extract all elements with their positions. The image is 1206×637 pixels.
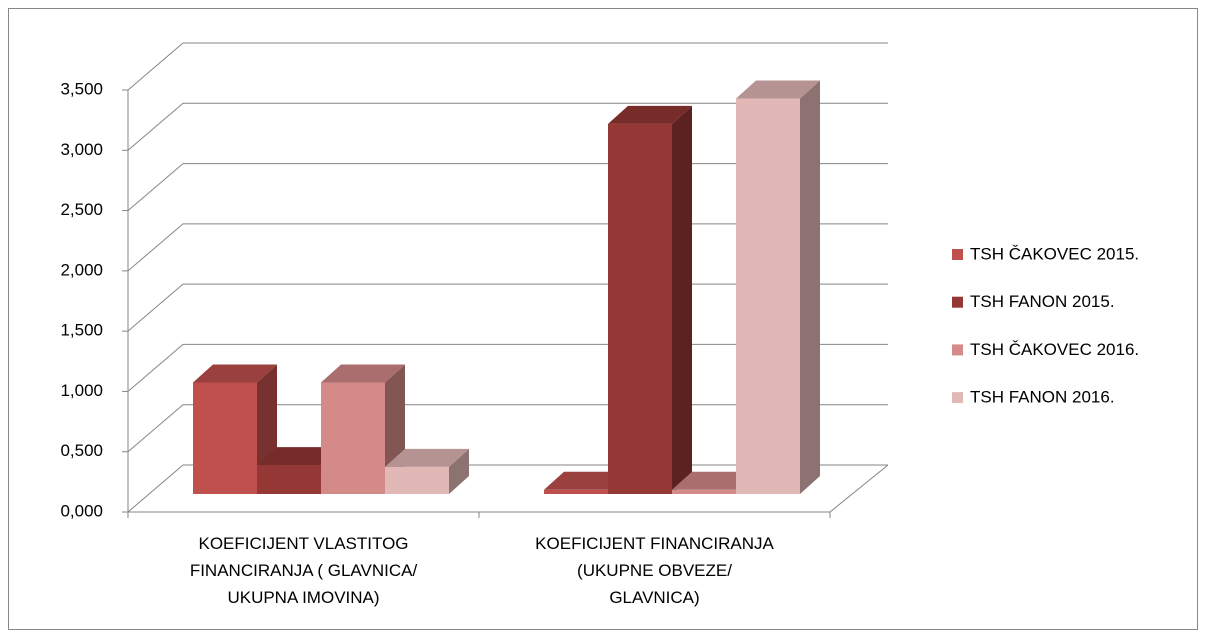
y-tick-label: 2,000 bbox=[60, 260, 103, 279]
chart-frame bbox=[8, 8, 1198, 630]
bar-top bbox=[608, 105, 692, 124]
grid-line bbox=[127, 42, 888, 91]
y-tick-label: 0,000 bbox=[60, 501, 103, 520]
y-tick-label: 3,000 bbox=[60, 140, 103, 159]
bar bbox=[321, 382, 385, 494]
grid-line bbox=[127, 102, 888, 151]
y-tick-label: 1,500 bbox=[60, 321, 103, 340]
bar bbox=[385, 466, 449, 494]
legend-swatch bbox=[952, 296, 963, 308]
x-tick-label: KOEFICIJENT FINANCIRANJA (UKUPNE OBVEZE/… bbox=[535, 534, 774, 607]
y-tick-label: 0,500 bbox=[60, 441, 103, 460]
y-tick-label: 3,500 bbox=[60, 79, 103, 98]
bar-top bbox=[736, 80, 820, 99]
bar-side bbox=[449, 448, 469, 494]
bar bbox=[672, 489, 736, 494]
bar bbox=[193, 382, 257, 494]
y-tick-label: 1,000 bbox=[60, 381, 103, 400]
bar-top bbox=[193, 364, 277, 383]
legend-label: TSH FANON 2015. bbox=[970, 292, 1115, 311]
bar bbox=[608, 123, 672, 495]
bar bbox=[257, 465, 321, 494]
y-tick-label: 2,500 bbox=[60, 200, 103, 219]
bar-side bbox=[800, 80, 820, 495]
legend-swatch bbox=[952, 392, 963, 404]
bar bbox=[736, 98, 800, 495]
legend-swatch bbox=[952, 344, 963, 356]
bar-top bbox=[544, 471, 628, 490]
bar-top bbox=[257, 447, 341, 466]
bar bbox=[544, 489, 608, 494]
bar-side bbox=[672, 105, 692, 495]
legend-label: TSH FANON 2016. bbox=[970, 388, 1115, 407]
bar-top bbox=[672, 471, 756, 490]
bar-top bbox=[385, 448, 469, 467]
legend-swatch bbox=[952, 249, 963, 260]
legend-label: TSH ČAKOVEC 2015. bbox=[970, 244, 1139, 263]
x-tick-label: KOEFICIJENT VLASTITOG FINANCIRANJA ( GLA… bbox=[189, 534, 418, 607]
bar-top bbox=[321, 364, 405, 383]
legend-label: TSH ČAKOVEC 2016. bbox=[970, 340, 1139, 359]
